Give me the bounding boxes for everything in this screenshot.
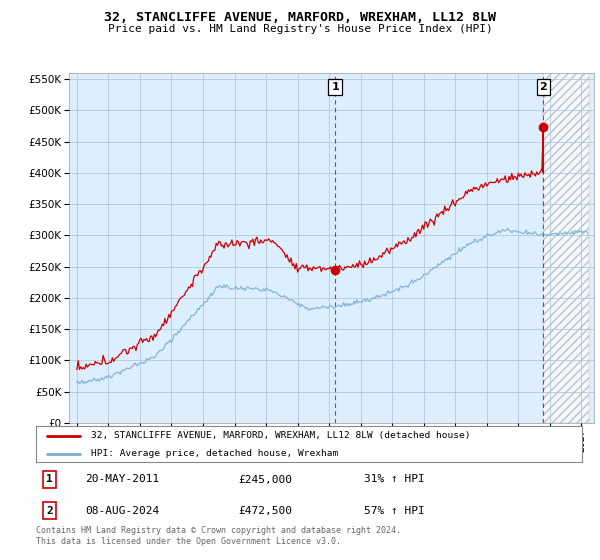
Text: 32, STANCLIFFE AVENUE, MARFORD, WREXHAM, LL12 8LW: 32, STANCLIFFE AVENUE, MARFORD, WREXHAM,… <box>104 11 496 24</box>
Text: Contains HM Land Registry data © Crown copyright and database right 2024.
This d: Contains HM Land Registry data © Crown c… <box>36 526 401 546</box>
Text: HPI: Average price, detached house, Wrexham: HPI: Average price, detached house, Wrex… <box>91 450 338 459</box>
Text: 2: 2 <box>539 82 547 92</box>
Text: £472,500: £472,500 <box>238 506 292 516</box>
Text: Price paid vs. HM Land Registry's House Price Index (HPI): Price paid vs. HM Land Registry's House … <box>107 24 493 34</box>
Text: 08-AUG-2024: 08-AUG-2024 <box>85 506 160 516</box>
Text: 31% ↑ HPI: 31% ↑ HPI <box>364 474 424 484</box>
Text: £245,000: £245,000 <box>238 474 292 484</box>
Text: 20-MAY-2011: 20-MAY-2011 <box>85 474 160 484</box>
Text: 57% ↑ HPI: 57% ↑ HPI <box>364 506 424 516</box>
Text: 32, STANCLIFFE AVENUE, MARFORD, WREXHAM, LL12 8LW (detached house): 32, STANCLIFFE AVENUE, MARFORD, WREXHAM,… <box>91 431 470 440</box>
Text: 1: 1 <box>331 82 339 92</box>
Text: 2: 2 <box>46 506 53 516</box>
Text: 1: 1 <box>46 474 53 484</box>
